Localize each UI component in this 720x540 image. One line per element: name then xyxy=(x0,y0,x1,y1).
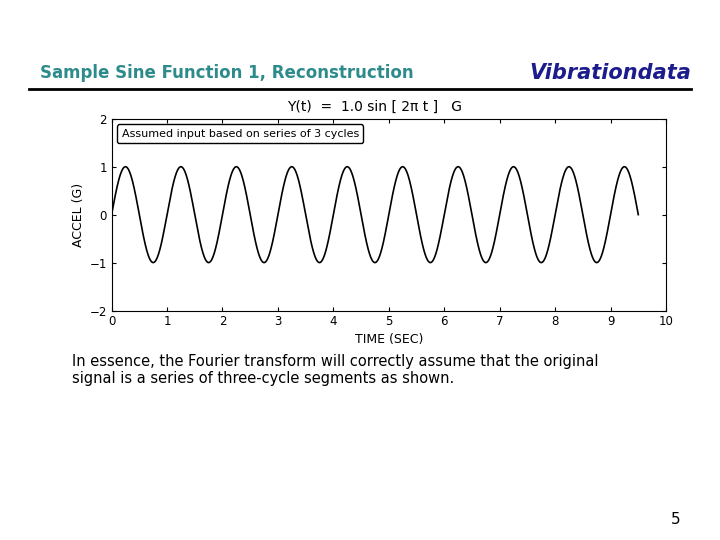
X-axis label: TIME (SEC): TIME (SEC) xyxy=(355,333,423,346)
Text: Vibrationdata: Vibrationdata xyxy=(529,63,691,83)
Text: 5: 5 xyxy=(671,511,680,526)
Text: Y(t)  =  1.0 sin [ 2π t ]   G: Y(t) = 1.0 sin [ 2π t ] G xyxy=(287,99,462,113)
Text: In essence, the Fourier transform will correctly assume that the original
signal: In essence, the Fourier transform will c… xyxy=(72,354,598,386)
Y-axis label: ACCEL (G): ACCEL (G) xyxy=(72,183,85,247)
Legend: Assumed input based on series of 3 cycles: Assumed input based on series of 3 cycle… xyxy=(117,124,364,143)
Text: Sample Sine Function 1, Reconstruction: Sample Sine Function 1, Reconstruction xyxy=(40,64,413,82)
